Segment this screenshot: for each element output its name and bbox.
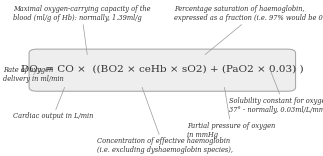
Text: Solubility constant for oxygen at
37° - normally, 0.03ml/L/mmHg: Solubility constant for oxygen at 37° - … (229, 69, 323, 114)
Text: Cardiac output in L/min: Cardiac output in L/min (13, 87, 93, 120)
Text: Rate of oxygen
delivery in ml/min: Rate of oxygen delivery in ml/min (3, 66, 64, 83)
Text: Partial pressure of oxygen
in mmHg: Partial pressure of oxygen in mmHg (187, 87, 276, 139)
Text: Concentration of effective haemoglobin
(i.e. excluding dyshaemoglobin species),
: Concentration of effective haemoglobin (… (97, 87, 233, 156)
Text: Maximal oxygen-carrying capacity of the
blood (ml/g of Hb): normally, 1.39ml/g: Maximal oxygen-carrying capacity of the … (13, 5, 151, 55)
Text: DO₂ = CO ×  ((BO2 × ceHb × sO2) + (PaO2 × 0.03) ): DO₂ = CO × ((BO2 × ceHb × sO2) + (PaO2 ×… (21, 65, 304, 74)
FancyBboxPatch shape (29, 49, 296, 91)
Text: Percentage saturation of haemoglobin,
expressed as a fraction (i.e. 97% would be: Percentage saturation of haemoglobin, ex… (174, 5, 323, 55)
